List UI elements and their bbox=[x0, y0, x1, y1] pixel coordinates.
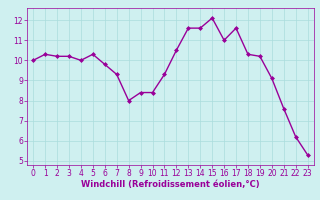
X-axis label: Windchill (Refroidissement éolien,°C): Windchill (Refroidissement éolien,°C) bbox=[81, 180, 260, 189]
